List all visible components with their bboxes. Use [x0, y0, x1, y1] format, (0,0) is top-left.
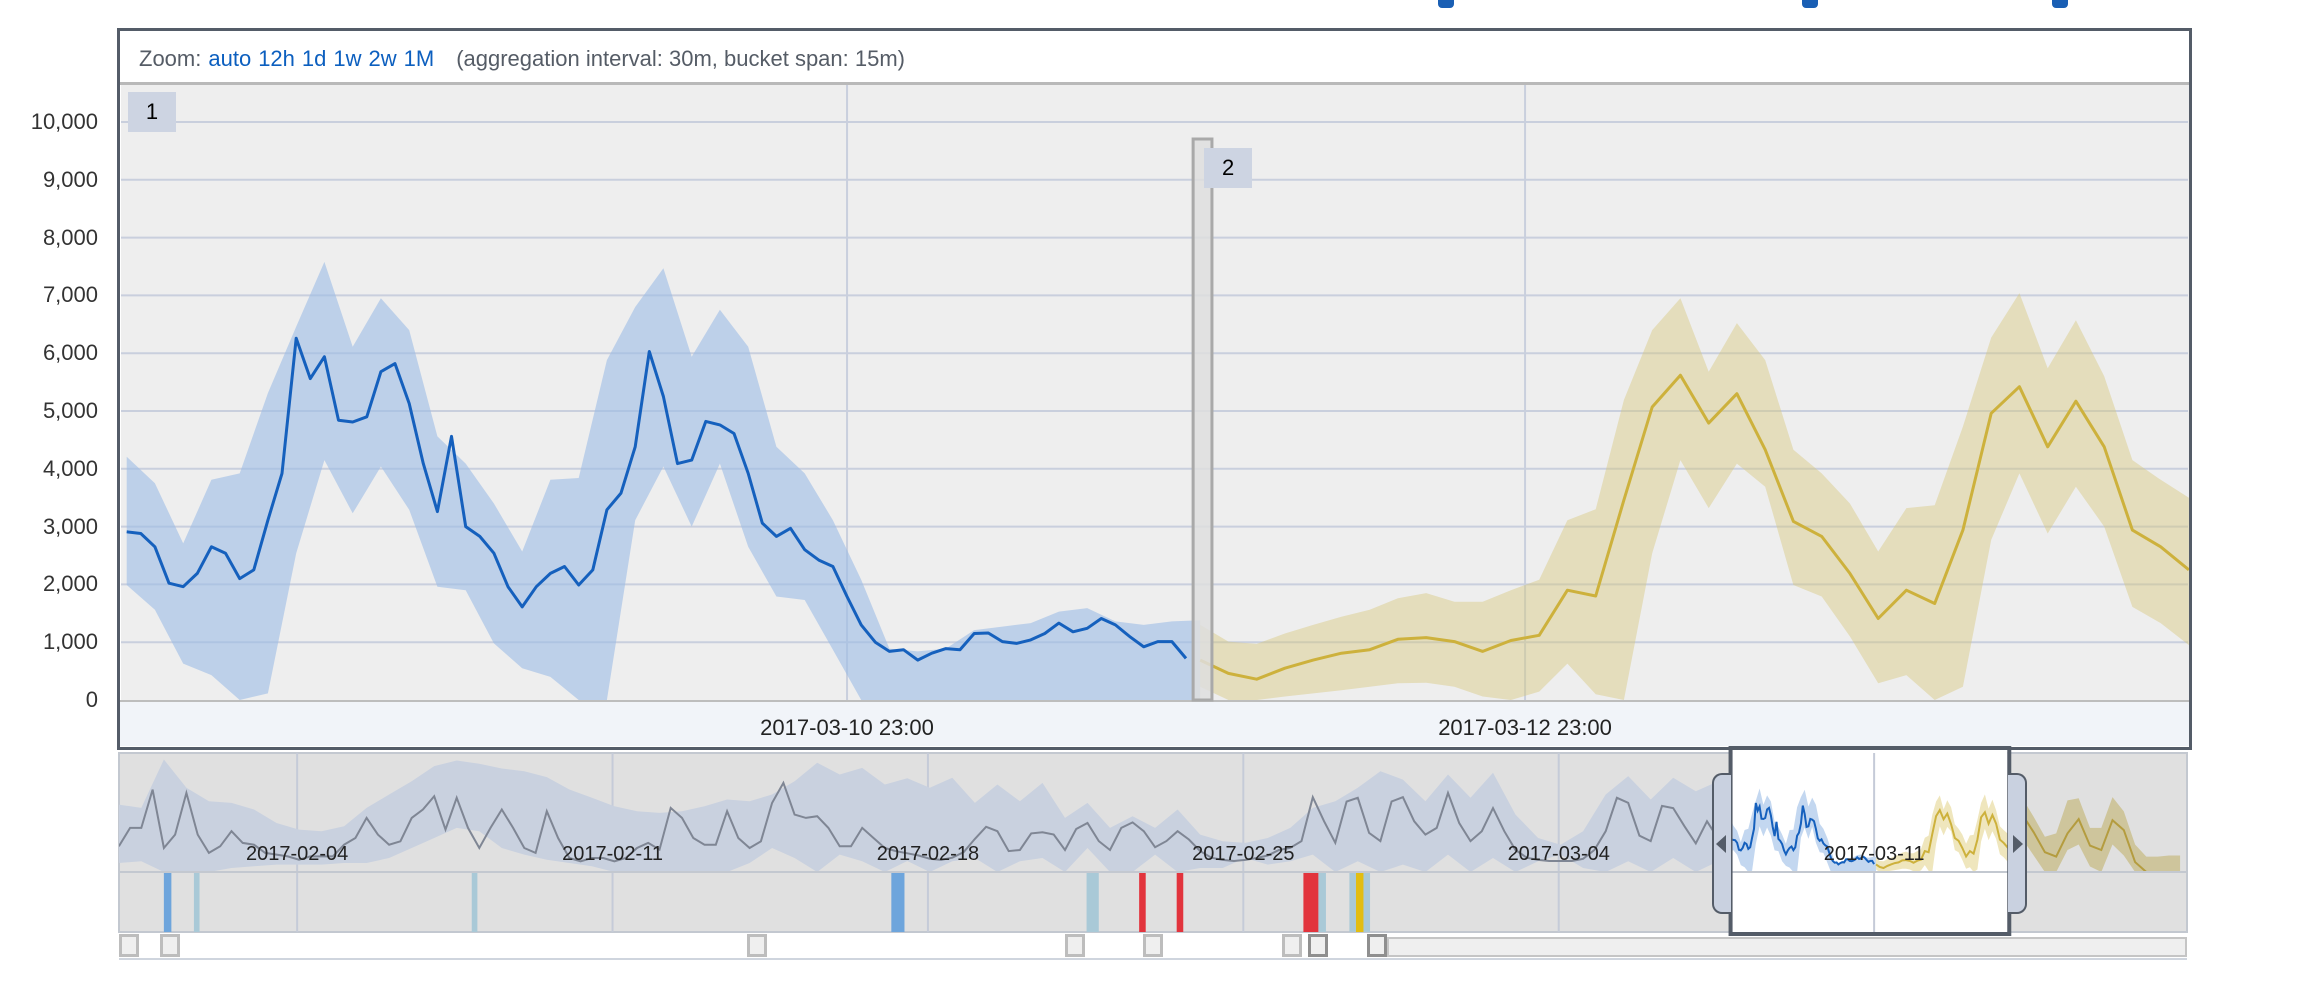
y-tick-label: 5,000 [42, 397, 98, 423]
zoom-1d-link[interactable]: 1d [301, 46, 327, 71]
range-marker-handle[interactable] [747, 934, 767, 957]
zoom-1M-link[interactable]: 1M [403, 46, 435, 71]
context-x-tick-label: 2017-02-11 [562, 843, 663, 865]
handles-row-divider [119, 958, 2187, 960]
annotation-label-2[interactable]: 2 [1204, 148, 1253, 188]
swimlane-anomaly-low [1086, 873, 1099, 932]
y-tick-label: 0 [85, 687, 98, 712]
y-tick-label: 3,000 [42, 513, 98, 539]
zoom-controls: Zoom: auto 12h 1d 1w 2w 1M (aggregation interva… [139, 46, 905, 72]
range-marker-handle[interactable] [1143, 934, 1163, 957]
aggregation-info: (aggregation interval: 30m, bucket span:… [456, 46, 906, 71]
swimlane-anomaly-warning [163, 873, 172, 932]
range-marker-handle[interactable] [160, 934, 180, 957]
context-actual-line [1732, 802, 1875, 866]
zoom-auto-link[interactable]: auto [208, 46, 252, 71]
range-marker-handle[interactable] [119, 934, 139, 957]
zoom-label: Zoom: [139, 46, 202, 71]
y-tick-label: 1,000 [42, 629, 98, 655]
swimlane-anomaly-low [471, 873, 478, 932]
x-tick-label: 2017-03-10 23:00 [760, 715, 934, 740]
range-marker-handle[interactable] [1367, 934, 1387, 957]
swimlane-anomaly-low [193, 873, 200, 932]
context-x-tick-label: 2017-03-11 [1823, 843, 1925, 865]
header-divider [120, 82, 2189, 85]
forecast-line [1199, 373, 2189, 681]
zoom-1w-link[interactable]: 1w [333, 46, 362, 71]
x-axis-band [120, 700, 2189, 746]
swimlane-anomaly-critical [1139, 873, 1146, 932]
swimlane-anomaly-low [1363, 873, 1371, 932]
swimlane-anomaly-warning [891, 873, 905, 932]
checkbox-icon[interactable] [2052, 0, 2068, 8]
swimlane-anomaly-critical [1176, 873, 1184, 932]
forecast-bounds-band [1200, 293, 2189, 700]
swimlane-anomaly-low [1318, 873, 1326, 932]
x-tick-label: 2017-03-12 23:00 [1438, 715, 1612, 740]
caret-left-icon [1715, 835, 1726, 853]
checkbox-icon[interactable] [1438, 0, 1454, 8]
actual-line [126, 336, 1188, 662]
main-series [126, 261, 2189, 700]
context-x-tick-label: 2017-02-04 [246, 843, 349, 865]
y-tick-label: 2,000 [42, 571, 98, 597]
annotation-label-1[interactable]: 1 [128, 92, 176, 132]
brush-handle-right[interactable] [2008, 773, 2028, 914]
checkbox-icon[interactable] [1802, 0, 1818, 8]
swimlane-anomaly-critical [1303, 873, 1319, 932]
brush-handle-left[interactable] [1711, 773, 1731, 914]
context-x-tick-label: 2017-02-25 [1192, 843, 1295, 865]
context-scrollbar[interactable] [1387, 937, 2187, 957]
plot-background [121, 85, 2189, 700]
y-tick-label: 7,000 [42, 282, 98, 308]
context-forecast-line [1875, 807, 2008, 870]
y-tick-label: 10,000 [30, 108, 98, 134]
swimlane-anomaly-major [1355, 873, 1364, 932]
caret-right-icon [2013, 835, 2024, 853]
context-x-tick-label: 2017-03-04 [1507, 843, 1610, 865]
range-marker-handle[interactable] [1282, 934, 1302, 957]
range-marker-handle[interactable] [1065, 934, 1085, 957]
y-tick-label: 6,000 [42, 340, 98, 366]
y-tick-label: 9,000 [42, 166, 98, 192]
zoom-12h-link[interactable]: 12h [258, 46, 295, 71]
context-x-tick-label: 2017-02-18 [876, 843, 980, 865]
annotation-2-range [1191, 137, 1214, 702]
actual-bounds-band [126, 261, 1201, 700]
zoom-2w-link[interactable]: 2w [368, 46, 397, 71]
range-marker-handle[interactable] [1308, 934, 1328, 957]
y-tick-label: 4,000 [42, 455, 98, 481]
swimlane-anomaly-low [1349, 873, 1356, 932]
context-actual-band [119, 759, 1876, 872]
context-series-in [1732, 788, 2008, 872]
y-tick-label: 8,000 [42, 224, 98, 250]
